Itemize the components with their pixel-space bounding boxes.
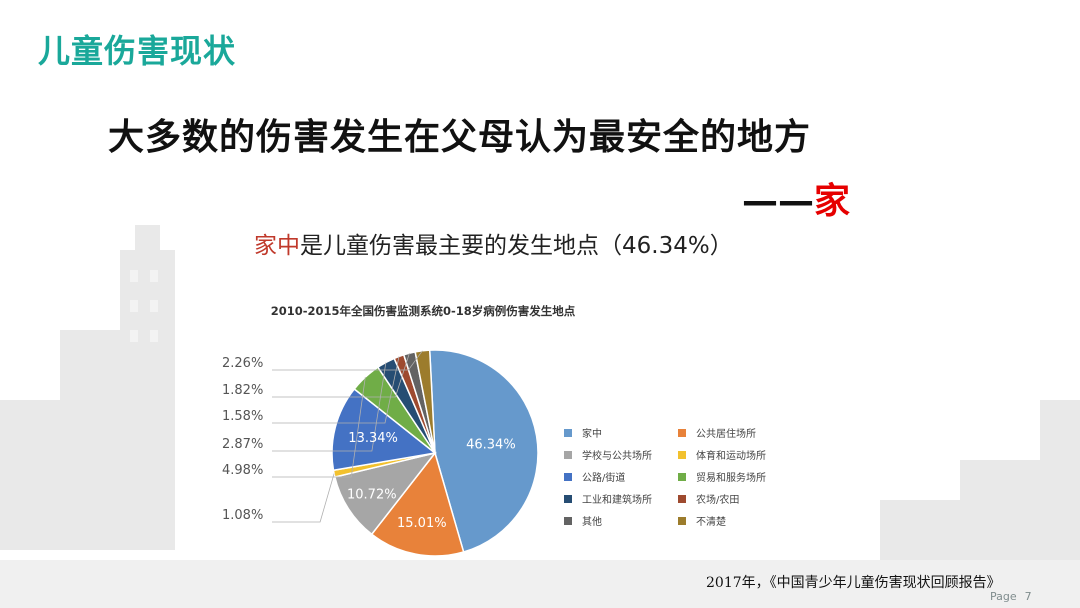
pie-slice-10 bbox=[414, 349, 436, 454]
page-label: Page bbox=[990, 590, 1017, 603]
slice-value-label-8: 1.58% bbox=[222, 409, 263, 424]
headline: 大多数的伤害发生在父母认为最安全的地方 bbox=[108, 117, 812, 158]
chart-heading-accent: 家中 bbox=[254, 233, 300, 259]
leader-line-10 bbox=[272, 350, 423, 371]
legend-swatch-9 bbox=[564, 517, 572, 525]
dash: —— bbox=[742, 181, 814, 222]
leader-line-7 bbox=[272, 362, 387, 452]
legend-label-10: 不清楚 bbox=[696, 515, 726, 528]
legend-swatch-3 bbox=[564, 451, 572, 459]
citation: 2017年，《中国青少年儿童伤害现状回顾报告》 bbox=[706, 575, 1001, 591]
pie-slice-3 bbox=[333, 451, 437, 536]
leader-line-6 bbox=[272, 377, 366, 478]
legend-label-5: 公路/街道 bbox=[582, 471, 625, 484]
headline-dash-line: ——家 bbox=[742, 172, 850, 224]
pie-slice-5 bbox=[331, 387, 437, 472]
slice-value-label-10: 2.26% bbox=[222, 356, 263, 371]
legend-label-3: 学校与公共场所 bbox=[582, 449, 652, 462]
slice-value-label-9: 1.82% bbox=[222, 383, 263, 398]
legend-swatch-4 bbox=[678, 451, 686, 459]
slice-value-label-7: 2.87% bbox=[222, 437, 263, 452]
legend-label-8: 农场/农田 bbox=[696, 493, 739, 506]
pie-slice-1 bbox=[428, 349, 539, 553]
legend-label-9: 其他 bbox=[582, 515, 602, 528]
legend-swatch-1 bbox=[564, 429, 572, 437]
legend-swatch-6 bbox=[678, 473, 686, 481]
chart-heading-rest: 是儿童伤害最主要的发生地点（46.34%） bbox=[300, 233, 733, 259]
chart-heading: 家中是儿童伤害最主要的发生地点（46.34%） bbox=[254, 226, 733, 260]
page-indicator: Page 7 bbox=[990, 590, 1032, 603]
legend-label-7: 工业和建筑场所 bbox=[582, 493, 652, 506]
legend-swatch-8 bbox=[678, 495, 686, 503]
legend-swatch-10 bbox=[678, 517, 686, 525]
legend-swatch-2 bbox=[678, 429, 686, 437]
slide-title: 儿童伤害现状 bbox=[38, 32, 237, 70]
legend-label-6: 贸易和服务场所 bbox=[696, 471, 766, 484]
leader-line-9 bbox=[272, 353, 410, 398]
slice-value-label-6: 4.98% bbox=[222, 463, 263, 478]
slice-value-label-3: 10.72% bbox=[347, 488, 397, 503]
legend-label-1: 家中 bbox=[582, 427, 602, 440]
slice-value-label-4: 1.08% bbox=[222, 508, 263, 523]
pie-slice-2 bbox=[370, 451, 465, 557]
slice-value-label-2: 15.01% bbox=[397, 516, 447, 531]
page-number: 7 bbox=[1024, 590, 1032, 603]
chart-title: 2010-2015年全国伤害监测系统0-18岁病例伤害发生地点 bbox=[271, 304, 576, 318]
dash-emphasis: 家 bbox=[814, 181, 851, 222]
pie-chart: 2010-2015年全国伤害监测系统0-18岁病例伤害发生地点 46.34% 15… bbox=[222, 304, 766, 557]
legend-swatch-7 bbox=[564, 495, 572, 503]
leader-line-4 bbox=[272, 473, 335, 523]
legend-label-4: 体育和运动场所 bbox=[696, 449, 766, 462]
legend-label-2: 公共居住场所 bbox=[696, 427, 756, 440]
leader-line-8 bbox=[272, 356, 400, 424]
legend-swatch-5 bbox=[564, 473, 572, 481]
slice-value-label-1: 46.34% bbox=[466, 438, 516, 453]
slice-value-label-5: 13.34% bbox=[348, 431, 398, 446]
